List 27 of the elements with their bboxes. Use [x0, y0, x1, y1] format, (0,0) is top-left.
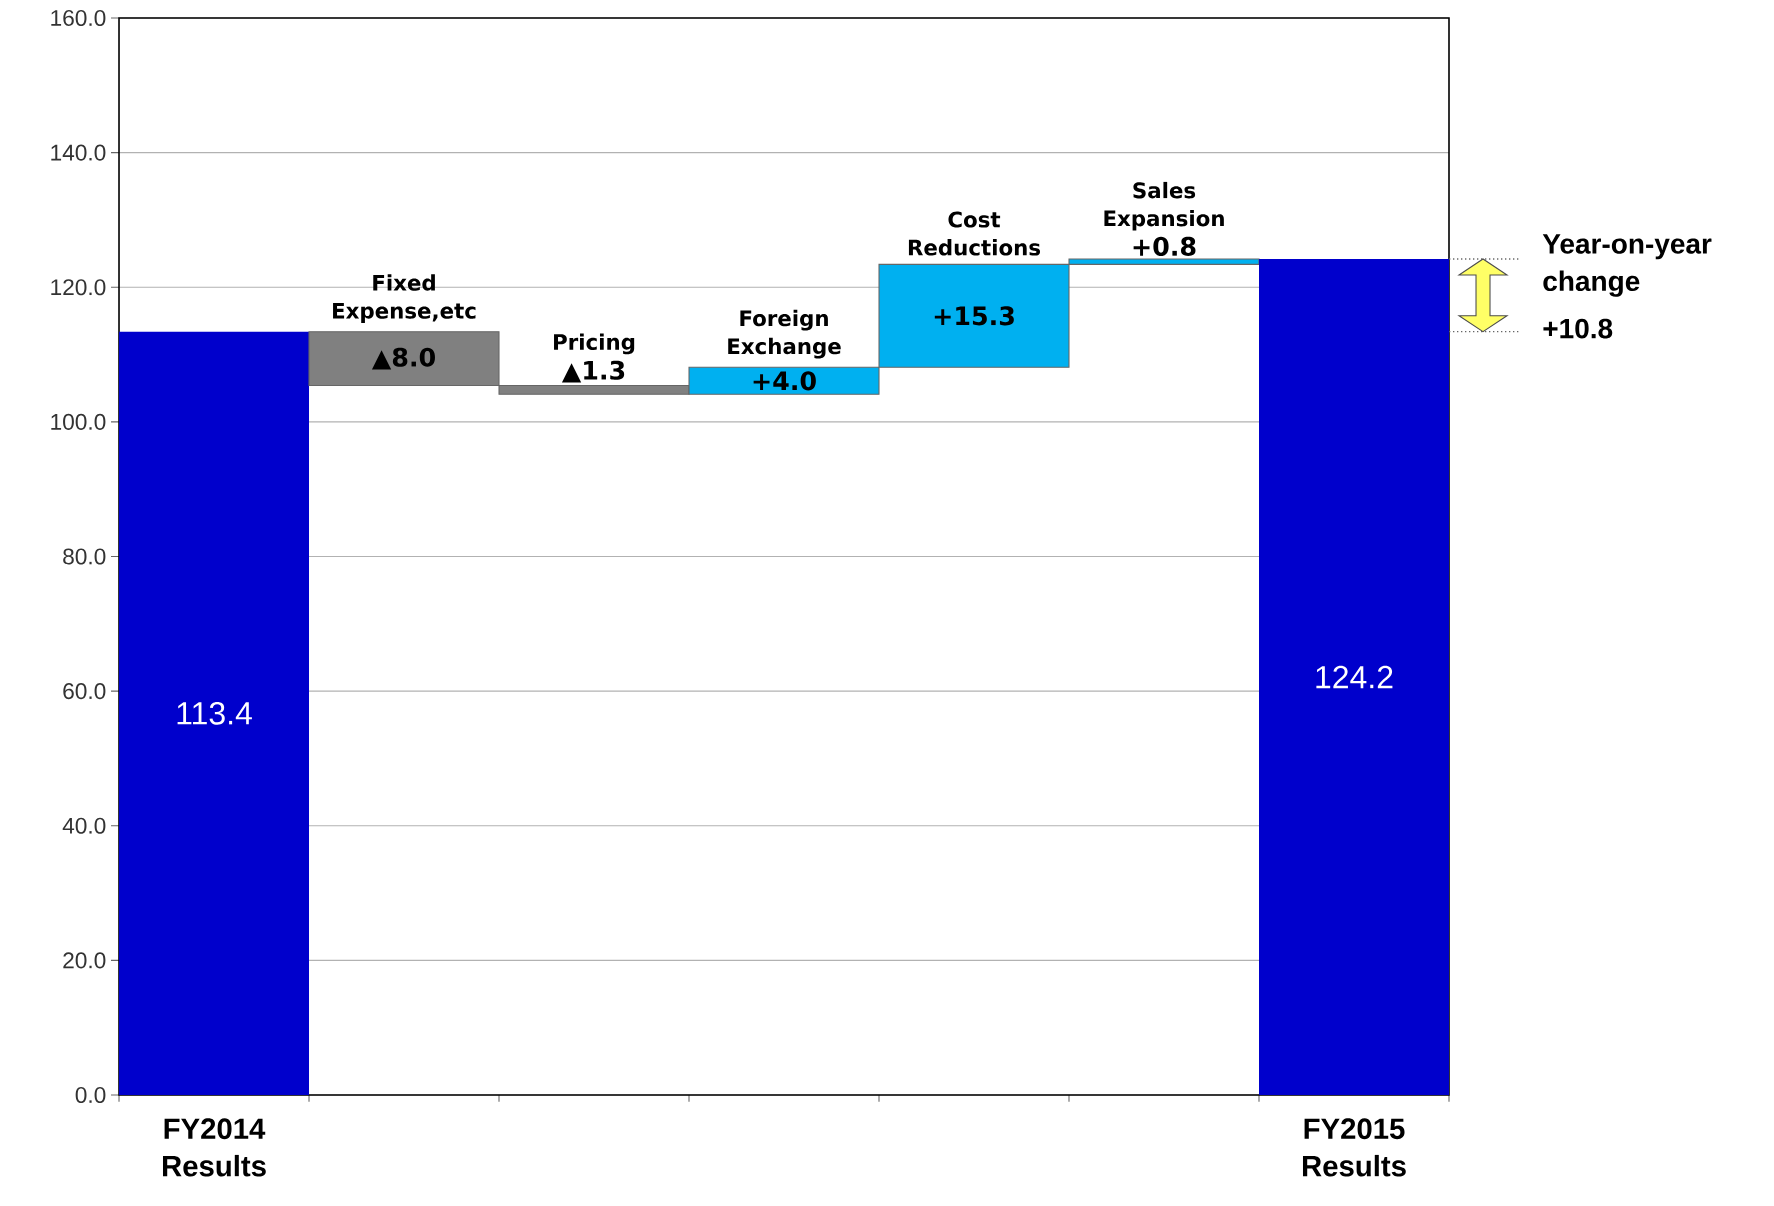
- y-tick-label: 60.0: [63, 683, 106, 700]
- data-label: 124.2: [1316, 665, 1393, 689]
- y-tick-label: 20.0: [63, 952, 106, 969]
- data-label: ▲1.3: [561, 360, 625, 383]
- x-tick-label: FY2015 Results: [1302, 1118, 1406, 1177]
- bar: [1259, 258, 1449, 1095]
- data-label: +15.3: [934, 306, 1014, 326]
- y-tick-label: 120.0: [51, 279, 106, 296]
- x-tick-label: FY2014 Results: [162, 1118, 266, 1177]
- y-tick-label: 160.0: [51, 9, 106, 27]
- data-label: 113.4: [177, 702, 252, 725]
- bar: [119, 331, 310, 1095]
- x-tick-label: Cost Reductions: [908, 211, 1041, 256]
- x-tick-label: Sales Expansion: [1104, 181, 1224, 231]
- data-label: ▲8.0: [371, 347, 435, 370]
- x-tick-label: Foreign Exchange: [728, 309, 841, 359]
- x-tick-label: Fixed Expense,etc: [333, 274, 476, 323]
- data-label: +0.8: [1133, 236, 1196, 257]
- y-tick-label: 40.0: [62, 817, 106, 834]
- y-tick-label: 80.0: [63, 548, 106, 565]
- y-tick-label: 0.0: [75, 1086, 106, 1104]
- data-label: +4.0: [753, 371, 816, 391]
- text: +10.8: [1543, 318, 1613, 339]
- text: Year-on-year change: [1542, 234, 1712, 297]
- y-tick-label: 100.0: [51, 413, 106, 430]
- x-tick-label: Pricing: [554, 333, 635, 355]
- y-tick-label: 140.0: [51, 144, 106, 161]
